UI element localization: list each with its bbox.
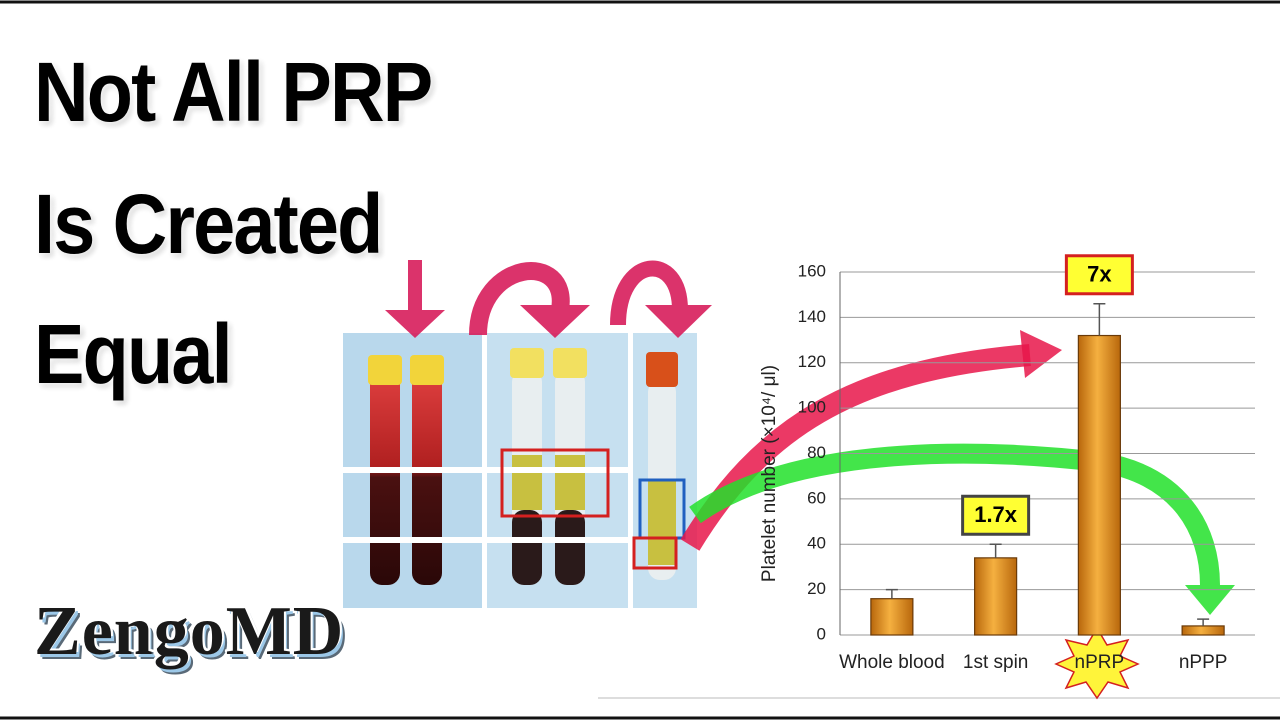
y-tick-label: 0 bbox=[817, 624, 826, 643]
annotation: 7x bbox=[1087, 262, 1112, 287]
y-tick-label: 160 bbox=[798, 261, 826, 280]
annotation-box bbox=[961, 494, 1031, 536]
y-tick-label: 80 bbox=[807, 443, 826, 462]
y-tick-label: 40 bbox=[807, 534, 826, 553]
x-tick-label: nPRP bbox=[1075, 652, 1125, 673]
bar bbox=[974, 557, 1018, 636]
bar bbox=[1077, 334, 1121, 636]
nprp-arrowhead bbox=[1020, 330, 1062, 378]
nprp-starburst bbox=[1054, 626, 1140, 700]
nppp-arrowhead bbox=[1185, 585, 1235, 615]
tube-photos bbox=[343, 333, 697, 608]
y-tick-label: 120 bbox=[798, 352, 826, 371]
x-tick-label: 1st spin bbox=[963, 652, 1028, 673]
y-tick-label: 140 bbox=[798, 307, 826, 326]
bar bbox=[870, 598, 914, 636]
annotation-box bbox=[1064, 254, 1134, 296]
x-tick-label: nPPP bbox=[1179, 652, 1228, 673]
headline: Not All PRP bbox=[34, 45, 433, 139]
y-tick-label: 100 bbox=[798, 398, 826, 417]
x-tick-label: Whole blood bbox=[839, 652, 945, 673]
y-tick-label: 20 bbox=[807, 579, 826, 598]
y-tick-label: 60 bbox=[807, 488, 826, 507]
process-arrows bbox=[385, 260, 712, 338]
nppp-arrow bbox=[689, 443, 1220, 586]
y-axis-label: Platelet number (×10⁴/ μl) bbox=[759, 365, 780, 582]
brand-logo: ZengoMD bbox=[34, 593, 345, 670]
headline: Equal bbox=[34, 307, 233, 401]
bar bbox=[1181, 625, 1225, 636]
annotation: 1.7x bbox=[974, 502, 1018, 527]
headline: Is Created bbox=[34, 177, 383, 271]
